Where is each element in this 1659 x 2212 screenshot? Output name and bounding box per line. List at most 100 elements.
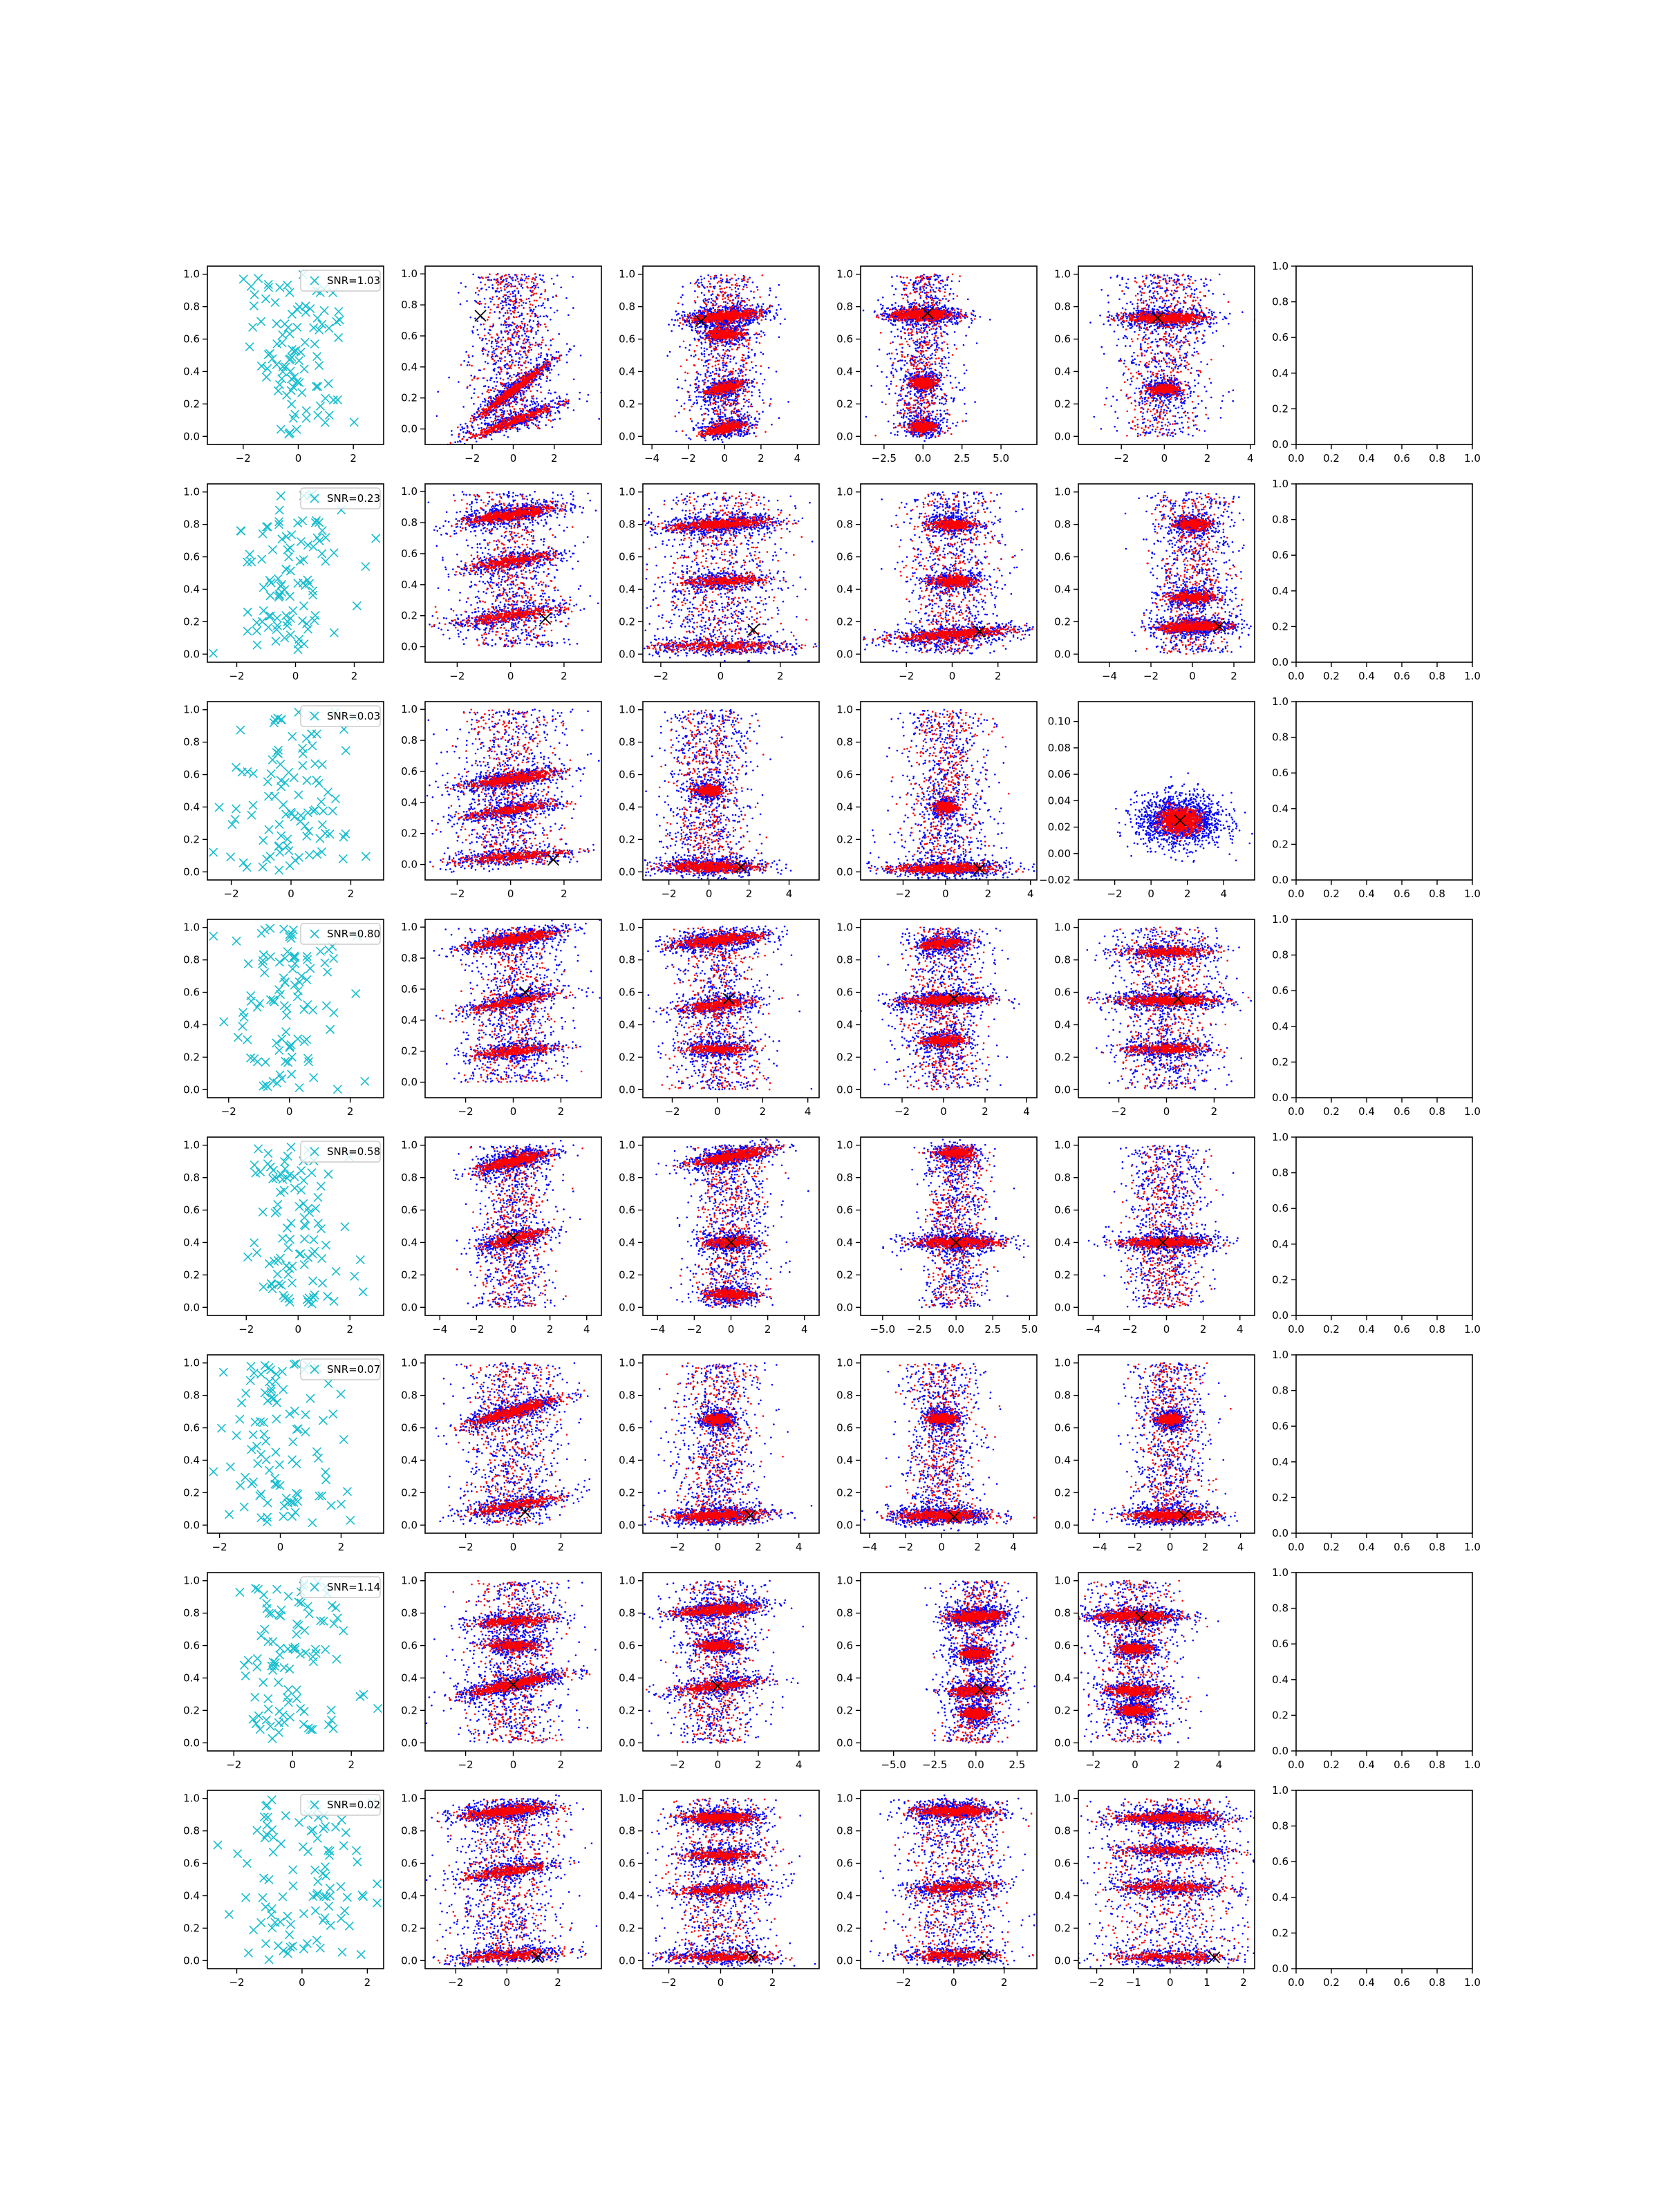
data-point-red: [518, 326, 520, 328]
data-point-red: [517, 388, 519, 390]
data-point-blue: [481, 422, 483, 424]
data-point-red: [547, 366, 549, 368]
data-point-red: [544, 324, 546, 326]
data-point-red: [521, 399, 523, 401]
data-point-blue: [718, 396, 720, 398]
data-point-red: [504, 322, 506, 324]
data-point-blue: [490, 412, 492, 414]
data-point-blue: [695, 312, 697, 315]
data-point-blue: [523, 302, 525, 304]
data-point-red: [471, 379, 474, 381]
data-point-blue: [510, 313, 512, 315]
data-point-red: [529, 307, 531, 309]
data-point-red: [550, 406, 552, 409]
data-point-blue: [700, 341, 702, 344]
data-point-blue: [768, 310, 770, 312]
data-point-blue: [507, 292, 509, 294]
data-point-blue: [517, 429, 519, 431]
data-point-blue: [499, 357, 501, 359]
data-point-blue: [701, 312, 703, 315]
data-point-red: [512, 359, 514, 362]
data-point-blue: [668, 324, 670, 326]
data-point-blue: [532, 423, 534, 425]
data-point-blue: [760, 352, 762, 354]
data-point-blue: [506, 383, 508, 385]
data-point-blue: [469, 431, 471, 433]
data-point-red: [505, 387, 507, 389]
data-point-red: [489, 409, 491, 411]
data-point-blue: [764, 379, 766, 381]
data-point-x-marker: [245, 343, 254, 351]
data-point-red: [512, 311, 514, 313]
data-point-blue: [714, 413, 716, 415]
data-point-blue: [709, 400, 711, 402]
data-point-blue: [769, 312, 771, 314]
data-point-red: [507, 404, 509, 406]
data-point-blue: [536, 401, 538, 403]
data-point-red: [498, 306, 500, 308]
data-point-blue: [559, 395, 561, 397]
data-point-blue: [508, 324, 510, 326]
data-point-blue: [733, 356, 735, 358]
data-point-blue: [730, 359, 732, 361]
y-tick-label: 0.6: [183, 333, 200, 346]
data-point-blue: [747, 355, 749, 357]
data-point-red: [507, 401, 509, 403]
data-point-blue: [715, 395, 717, 397]
data-point-blue: [689, 344, 691, 346]
data-point-blue: [457, 441, 459, 443]
data-point-red: [557, 357, 559, 359]
data-point-red: [498, 400, 500, 402]
data-point-blue: [671, 330, 673, 332]
data-point-blue: [727, 342, 729, 344]
data-point-red: [499, 283, 501, 285]
data-point-blue: [532, 404, 534, 406]
data-point-red: [512, 416, 514, 418]
data-point-blue: [713, 308, 715, 310]
data-point-blue: [558, 406, 560, 408]
data-point-red: [470, 418, 472, 420]
data-point-blue: [711, 378, 713, 380]
data-point-blue: [755, 309, 757, 311]
data-point-blue: [724, 415, 727, 418]
data-point-red: [477, 424, 479, 426]
data-point-red: [536, 283, 538, 285]
data-point-x-marker: [324, 379, 332, 388]
data-point-blue: [754, 353, 756, 355]
data-point-blue: [695, 424, 697, 427]
data-point-red: [527, 313, 529, 315]
data-point-red: [550, 420, 552, 422]
data-point-blue: [516, 332, 518, 334]
data-point-blue: [769, 294, 771, 296]
data-point-blue: [498, 291, 500, 293]
data-point-blue: [491, 424, 493, 426]
data-point-blue: [770, 319, 772, 321]
data-point-blue: [711, 301, 713, 303]
data-point-red: [470, 437, 472, 439]
data-point-blue: [543, 302, 545, 304]
data-point-red: [559, 359, 561, 362]
data-point-red: [509, 419, 511, 421]
center-x-marker: [475, 310, 486, 321]
data-point-blue: [487, 276, 489, 279]
data-point-blue: [751, 427, 753, 429]
data-point-blue: [710, 402, 712, 404]
data-point-red: [504, 428, 506, 430]
data-point-blue: [474, 388, 476, 391]
data-point-red: [516, 328, 518, 330]
data-point-blue: [480, 370, 482, 372]
data-point-blue: [704, 379, 706, 381]
data-point-blue: [769, 405, 771, 407]
data-point-blue: [525, 390, 527, 392]
data-point-blue: [485, 338, 487, 340]
data-point-blue: [722, 366, 724, 368]
data-point-blue: [485, 385, 487, 387]
data-point-blue: [494, 413, 496, 415]
data-point-red: [495, 409, 497, 411]
data-point-red: [485, 433, 487, 435]
data-point-blue: [776, 312, 778, 315]
data-point-red: [527, 278, 529, 280]
data-point-blue: [677, 378, 679, 380]
data-point-blue: [758, 333, 760, 335]
data-point-blue: [525, 335, 527, 337]
